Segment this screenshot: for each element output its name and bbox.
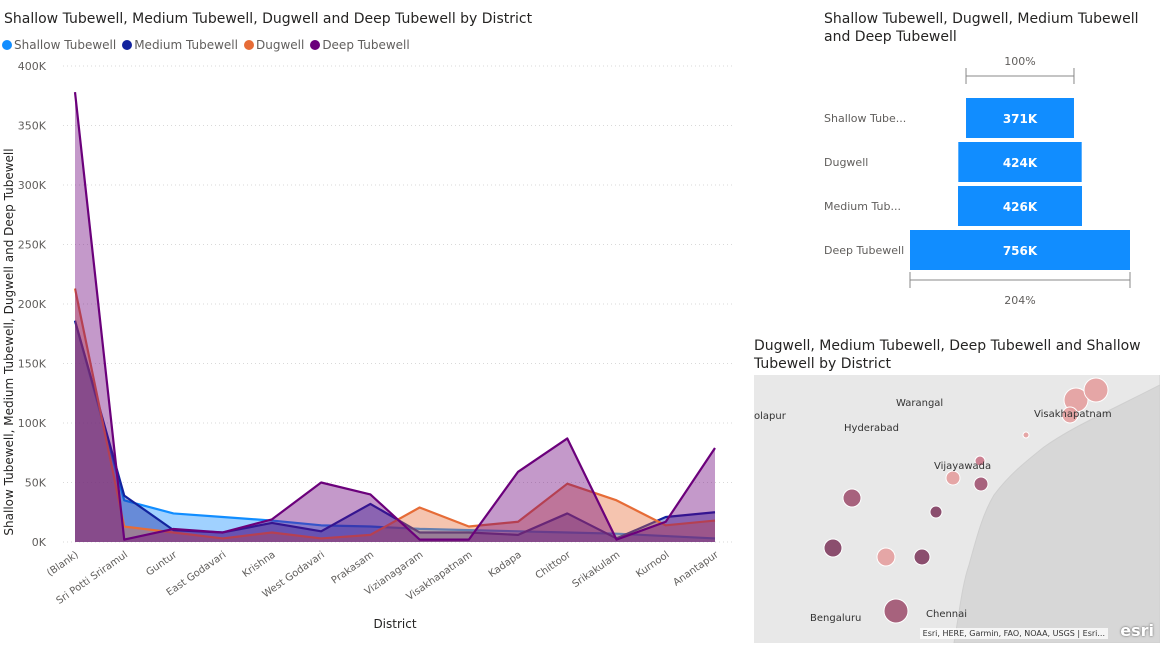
area-chart-legend: Shallow Tubewell Medium Tubewell Dugwell De… [2, 38, 410, 52]
map-bubble[interactable] [1083, 377, 1109, 403]
legend-item-dugwell[interactable]: Dugwell [243, 38, 305, 52]
funnel-bottom-bracket [909, 272, 1131, 288]
map-bubble[interactable] [913, 548, 931, 566]
funnel-value-label: 426K [1003, 200, 1038, 214]
x-tick-label: Guntur [144, 549, 180, 578]
y-tick-label: 150K [18, 358, 47, 371]
city-label-hyderabad: Hyderabad [844, 423, 899, 434]
map-bubble[interactable] [945, 470, 961, 486]
map-sea-area [953, 375, 1160, 643]
funnel-top-bracket [965, 68, 1075, 84]
city-label-bengaluru: Bengaluru [810, 613, 862, 624]
legend-item-deep-tubewell[interactable]: Deep Tubewell [310, 38, 410, 52]
map-bubble[interactable] [823, 538, 843, 558]
area-shallow-tubewell[interactable] [75, 320, 715, 542]
legend-item-shallow-tubewell[interactable]: Shallow Tubewell [2, 38, 116, 52]
x-tick-label: Srikakulam [571, 549, 623, 590]
esri-logo: esri [1120, 621, 1154, 640]
line-dugwell[interactable] [73, 288, 716, 540]
area-chart: 0K 50K 100K 150K 200K 250K 300K 350K 400K Shallow… [2, 60, 735, 631]
map-bubble[interactable] [1022, 431, 1030, 439]
legend-label: Deep Tubewell [322, 38, 410, 52]
map-bubble[interactable] [842, 488, 862, 508]
y-tick-label: 250K [18, 239, 47, 252]
funnel-value-label: 424K [1003, 156, 1038, 170]
city-label-visakhapatnam: Visakhapatnam [1034, 409, 1112, 420]
area-dugwell[interactable] [75, 288, 715, 542]
x-tick-label: (Blank) [45, 549, 81, 579]
legend-dot-icon [2, 40, 12, 50]
map-bubble[interactable] [1061, 406, 1079, 424]
y-axis-title: Shallow Tubewell, Medium Tubewell, Dugwe… [2, 148, 16, 535]
city-label-solapur: olapur [754, 411, 786, 422]
funnel-bottom-percent: 204% [1004, 294, 1035, 307]
funnel-bar-medium-tub[interactable] [958, 186, 1082, 226]
city-label-warangal: Warangal [896, 398, 944, 409]
y-tick-label: 200K [18, 298, 47, 311]
funnel-bar-dugwell[interactable] [958, 142, 1082, 182]
y-tick-label: 350K [18, 120, 47, 133]
legend-dot-icon [310, 40, 321, 50]
legend-label: Dugwell [255, 38, 305, 52]
y-tick-label: 300K [18, 179, 47, 192]
funnel-chart: 100% 371K Shallow Tube... 424K Dugwell 426K Me… [824, 55, 1131, 307]
x-tick-label: Anantapur [671, 549, 721, 589]
map-canvas [823, 375, 1160, 643]
funnel-bar-shallow-tube[interactable] [966, 98, 1074, 138]
y-tick-label: 50K [25, 477, 47, 490]
legend-dot-icon [243, 40, 254, 50]
city-label-chennai: Chennai [926, 609, 968, 620]
area-medium-tubewell[interactable] [75, 320, 715, 542]
map-title: Dugwell, Medium Tubewell, Deep Tubewell … [754, 338, 1141, 372]
x-tick-label: Kadapa [487, 549, 524, 580]
funnel-category-label: Deep Tubewell [824, 244, 904, 257]
funnel-bar-deep-tubewell[interactable] [910, 230, 1130, 270]
x-axis-title: District [373, 617, 416, 631]
y-tick-label: 0K [32, 536, 47, 549]
x-tick-label: Kurnool [634, 549, 671, 580]
legend-label: Medium Tubewell [134, 38, 238, 52]
y-tick-label: 100K [18, 417, 47, 430]
funnel-value-label: 371K [1003, 112, 1038, 126]
map-bubble[interactable] [974, 455, 986, 467]
legend-item-medium-tubewell[interactable]: Medium Tubewell [122, 38, 238, 52]
funnel-category-label: Medium Tub... [824, 200, 901, 213]
map-panel[interactable]: olapur Warangal Hyderabad Visakhapatnam … [754, 375, 1160, 643]
map-attribution: Esri, HERE, Garmin, FAO, NOAA, USGS | Es… [919, 628, 1108, 639]
x-tick-label: Krishna [241, 549, 278, 580]
y-tick-label: 400K [18, 60, 47, 73]
legend-dot-icon [122, 40, 133, 50]
funnel-value-label: 756K [1003, 244, 1038, 258]
map-bubble[interactable] [929, 505, 943, 519]
line-deep-tubewell[interactable] [73, 92, 716, 541]
x-tick-label: Chittoor [534, 549, 574, 582]
area-deep-tubewell[interactable] [75, 92, 715, 543]
x-tick-label: Prakasam [330, 549, 376, 586]
map-bubble[interactable] [883, 598, 909, 624]
map-bubble[interactable] [876, 547, 896, 567]
funnel-category-label: Dugwell [824, 156, 868, 169]
city-label-vijayawada: Vijayawada [934, 461, 992, 472]
area-chart-title: Shallow Tubewell, Medium Tubewell, Dugwe… [4, 11, 533, 27]
funnel-category-label: Shallow Tube... [824, 112, 906, 125]
map-bubble[interactable] [973, 476, 989, 492]
funnel-chart-title: Shallow Tubewell, Dugwell, Medium Tubewe… [824, 11, 1139, 45]
legend-label: Shallow Tubewell [14, 38, 117, 52]
funnel-top-percent: 100% [1004, 55, 1035, 68]
